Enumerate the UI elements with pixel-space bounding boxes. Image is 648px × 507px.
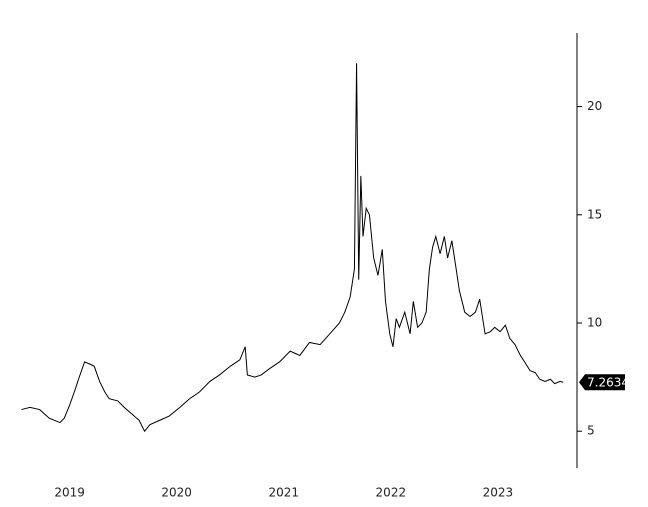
y-tick-label: 5 (587, 424, 595, 438)
y-tick-label: 15 (587, 207, 602, 221)
line (21, 63, 564, 433)
x-tick-label: 2021 (268, 486, 299, 500)
x-tick-label: 2022 (376, 486, 407, 500)
x-tick-label: 2019 (54, 486, 85, 500)
last-value-tag (579, 374, 625, 391)
x-tick-label: 2020 (161, 486, 192, 500)
last-value-label: 7.2634 (587, 376, 629, 390)
y-tick-label: 20 (587, 99, 602, 113)
x-tick-label: 2023 (483, 486, 514, 500)
y-tick-label: 10 (587, 316, 602, 330)
